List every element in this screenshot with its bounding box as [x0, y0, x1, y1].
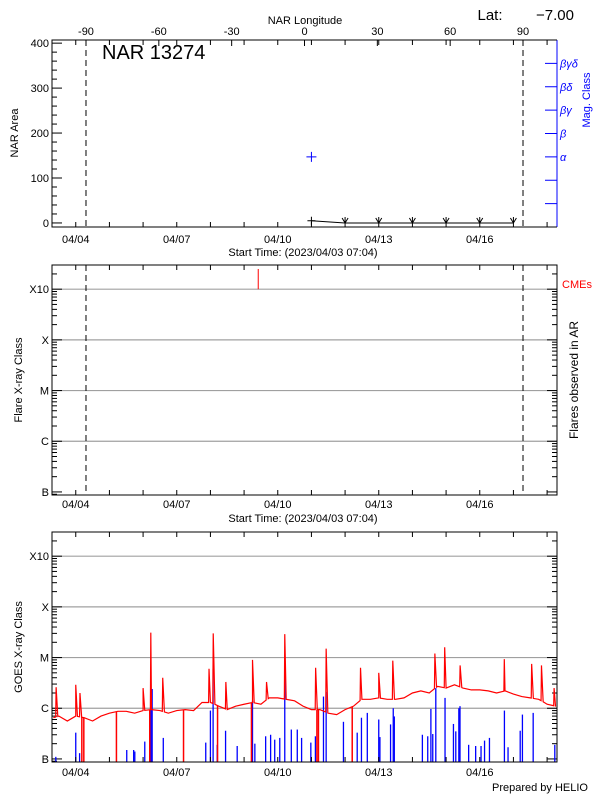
goes-flux-line [53, 632, 557, 722]
cme-legend-label: CMEs [562, 279, 592, 291]
longitude-tick-label: -60 [151, 26, 167, 38]
mag-class-tick-label: β [559, 129, 567, 141]
mag-class-tick-label: βγ [559, 105, 573, 117]
y-tick-label: 200 [31, 128, 49, 140]
x-tick-label: 04/16 [466, 767, 494, 779]
y-tick-label: X10 [29, 284, 49, 296]
x-tick-label: 04/07 [163, 767, 191, 779]
mag-class-tick-label: βγδ [559, 58, 579, 70]
right-axis-label: Flares observed in AR [567, 321, 581, 439]
latitude-label: Lat: [477, 7, 502, 24]
x-tick-label: 04/04 [62, 499, 90, 511]
longitude-tick-label: -90 [78, 26, 94, 38]
area-point-down-arrow [408, 216, 416, 224]
longitude-tick-label: 30 [371, 26, 383, 38]
mag-class-tick-label: βδ [559, 82, 573, 94]
x-tick-label: 04/16 [466, 499, 494, 511]
x-tick-label: 04/13 [365, 767, 393, 779]
y-axis-label: NAR Area [9, 108, 21, 158]
top-axis-label: NAR Longitude [268, 15, 343, 27]
y-axis-label: GOES X-ray Class [13, 601, 25, 693]
y-tick-label: C [41, 436, 49, 448]
area-point-down-arrow [375, 216, 383, 224]
mag-class-tick-label: α [560, 152, 567, 164]
x-tick-label: 04/07 [163, 499, 191, 511]
x-tick-label: 04/10 [264, 234, 292, 246]
mag-class-point [306, 151, 317, 162]
y-tick-label: 300 [31, 83, 49, 95]
x-tick-label: 04/13 [365, 499, 393, 511]
y-tick-label: M [40, 386, 49, 398]
y-tick-label: 0 [43, 218, 49, 230]
x-tick-label: 04/04 [62, 234, 90, 246]
x-tick-label: 04/13 [365, 234, 393, 246]
prepared-by-credit: Prepared by HELIO [492, 782, 588, 794]
x-tick-label: 04/10 [264, 499, 292, 511]
y-tick-label: 400 [31, 38, 49, 50]
area-point-plus [307, 216, 316, 225]
y-tick-label: 100 [31, 173, 49, 185]
latitude-value: −7.00 [536, 7, 574, 24]
y-tick-label: X [42, 602, 50, 614]
mag-class-axis-label: Mag. Class [581, 72, 593, 128]
area-point-down-arrow [442, 216, 450, 224]
y-tick-label: C [41, 703, 49, 715]
longitude-tick-label: -30 [224, 26, 240, 38]
area-point-down-arrow [341, 216, 349, 224]
x-axis-label: Start Time: (2023/04/03 07:04) [228, 247, 377, 259]
panel-frame [51, 264, 558, 496]
y-tick-label: X [42, 335, 50, 347]
x-tick-label: 04/04 [62, 767, 90, 779]
longitude-tick-label: 0 [301, 26, 307, 38]
longitude-tick-label: 60 [444, 26, 456, 38]
y-axis-label: Flare X-ray Class [13, 337, 25, 422]
y-tick-label: B [42, 754, 49, 766]
x-tick-label: 04/16 [466, 234, 494, 246]
y-tick-label: X10 [29, 551, 49, 563]
longitude-tick-label: 90 [517, 26, 529, 38]
y-tick-label: M [40, 653, 49, 665]
area-point-down-arrow [509, 216, 517, 224]
panel-frame [51, 39, 557, 228]
region-title: NAR 13274 [102, 42, 205, 64]
x-tick-label: 04/10 [264, 767, 292, 779]
area-point-down-arrow [476, 216, 484, 224]
x-axis-label: Start Time: (2023/04/03 07:04) [228, 513, 377, 525]
x-tick-label: 04/07 [163, 234, 191, 246]
panel-frame [51, 531, 558, 763]
y-tick-label: B [42, 487, 49, 499]
